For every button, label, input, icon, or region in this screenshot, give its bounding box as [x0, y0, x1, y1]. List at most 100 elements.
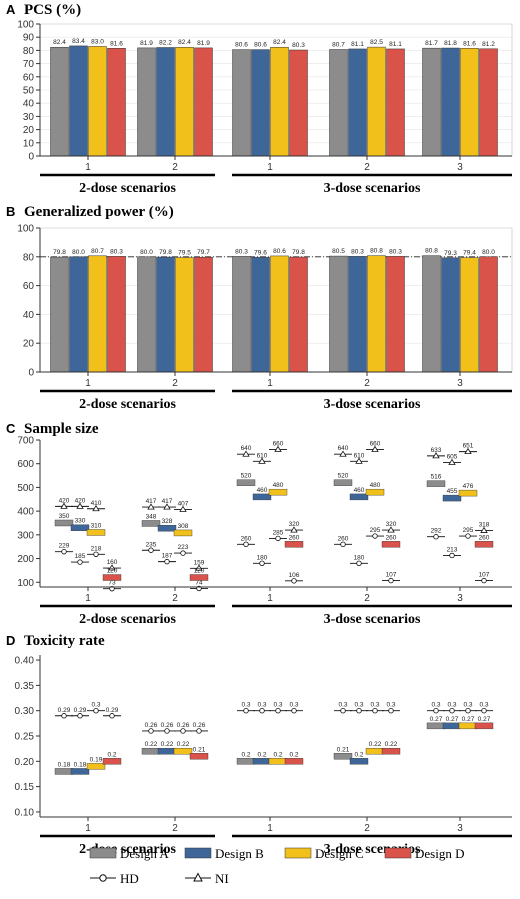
design-value-label: 348: [146, 513, 157, 520]
bar-design-b: [348, 48, 367, 157]
hd-marker: [259, 560, 265, 566]
hd-value-label: 74: [195, 579, 203, 586]
ni-value-label: 417: [162, 498, 173, 505]
design-marker-design-a: [426, 722, 446, 730]
x-tick-label: 1: [85, 162, 91, 173]
bar-design-c: [270, 255, 289, 373]
y-tick-label: 0.30: [15, 706, 35, 717]
y-tick-label: 50: [23, 86, 35, 97]
panel-label: C: [6, 421, 16, 436]
ni-marker: [355, 457, 363, 464]
legend-label: Design B: [215, 846, 264, 861]
hd-marker: [180, 550, 186, 556]
ni-marker: [274, 445, 282, 452]
hd-value-label: 285: [273, 529, 284, 536]
legend-circle-marker: [99, 874, 107, 882]
hd-value-label: 0.3: [289, 702, 298, 709]
y-tick-label: 0.40: [15, 656, 35, 667]
design-marker-design-c: [458, 489, 478, 497]
design-value-label: 0.22: [145, 741, 158, 748]
design-marker-design-c: [173, 529, 193, 537]
bar-design-b: [156, 47, 175, 157]
design-marker-design-c: [86, 763, 106, 770]
bar-value-label: 81.6: [110, 40, 123, 47]
design-value-label: 310: [91, 522, 102, 529]
hd-value-label: 0.3: [241, 702, 250, 709]
hd-marker: [275, 535, 281, 542]
x-tick-label: 1: [85, 823, 91, 834]
design-value-label: 0.21: [193, 746, 206, 753]
design-marker-design-c: [365, 747, 385, 755]
bar-value-label: 79.8: [159, 249, 172, 256]
hd-marker: [465, 707, 471, 714]
design-value-label: 0.21: [337, 746, 350, 753]
y-tick-label: 300: [17, 530, 34, 541]
design-value-label: 0.22: [177, 741, 190, 748]
hd-value-label: 180: [257, 554, 268, 561]
x-tick-label: 3: [457, 162, 463, 173]
bar-value-label: 83.4: [72, 38, 85, 45]
panel-label: D: [6, 633, 15, 648]
design-value-label: 520: [338, 473, 349, 480]
group-label: 2-dose scenarios: [79, 397, 176, 412]
y-tick-label: 0.25: [15, 732, 35, 743]
x-tick-label: 1: [85, 378, 91, 389]
bar-design-a: [50, 256, 69, 373]
hd-value-label: 229: [59, 543, 70, 550]
ni-marker: [108, 564, 116, 571]
ni-value-label: 420: [59, 497, 70, 504]
design-value-label: 260: [479, 534, 490, 541]
hd-value-label: 0.29: [106, 707, 119, 714]
hd-value-label: 0.3: [463, 702, 472, 709]
hd-value-label: 0.3: [91, 702, 100, 709]
hd-value-label: 73: [108, 580, 116, 587]
bar-value-label: 80.3: [235, 248, 248, 255]
design-value-label: 308: [178, 523, 189, 530]
bar-design-c: [175, 257, 194, 373]
design-marker-design-c: [173, 747, 193, 755]
x-tick-label: 1: [85, 593, 91, 604]
y-tick-label: 100: [17, 578, 34, 589]
bar-value-label: 82.4: [273, 39, 286, 46]
design-value-label: 328: [162, 518, 173, 525]
design-marker-design-b: [157, 525, 177, 532]
bar-design-a: [232, 49, 251, 157]
bar-value-label: 81.9: [140, 40, 153, 47]
ni-value-label: 633: [431, 447, 442, 454]
bar-design-a: [137, 256, 156, 373]
bar-value-label: 79.4: [463, 250, 476, 257]
design-value-label: 480: [370, 482, 381, 489]
design-value-label: 0.2: [241, 751, 250, 758]
bar-design-b: [156, 256, 175, 373]
y-tick-label: 100: [17, 224, 34, 235]
legend-label: HD: [120, 871, 139, 886]
legend-swatch-design-a: [89, 847, 117, 859]
bar-design-b: [69, 256, 88, 373]
y-tick-label: 0: [28, 152, 34, 163]
bar-design-d: [479, 48, 498, 157]
bar-design-d: [107, 256, 126, 373]
ni-marker: [163, 503, 171, 510]
ni-marker: [92, 504, 100, 512]
design-value-label: 350: [59, 513, 70, 520]
bar-value-label: 82.4: [53, 39, 66, 46]
ni-marker: [60, 502, 68, 509]
ni-value-label: 660: [273, 440, 284, 447]
bar-design-a: [50, 46, 69, 157]
ni-value-label: 159: [194, 559, 205, 566]
x-tick-label: 1: [267, 378, 273, 389]
hd-value-label: 235: [146, 541, 157, 548]
design-value-label: 0.22: [369, 741, 382, 748]
hd-marker: [433, 534, 439, 540]
hd-value-label: 0.3: [354, 702, 363, 709]
y-tick-label: 40: [23, 310, 35, 321]
design-marker-design-a: [236, 479, 256, 486]
design-marker-design-a: [141, 747, 161, 755]
ni-value-label: 651: [463, 443, 474, 450]
hd-value-label: 0.29: [58, 707, 71, 714]
y-tick-label: 400: [17, 507, 34, 518]
x-tick-label: 2: [172, 823, 178, 834]
bar-design-b: [441, 47, 460, 157]
bar-design-d: [194, 47, 213, 157]
bar-design-c: [367, 46, 386, 157]
